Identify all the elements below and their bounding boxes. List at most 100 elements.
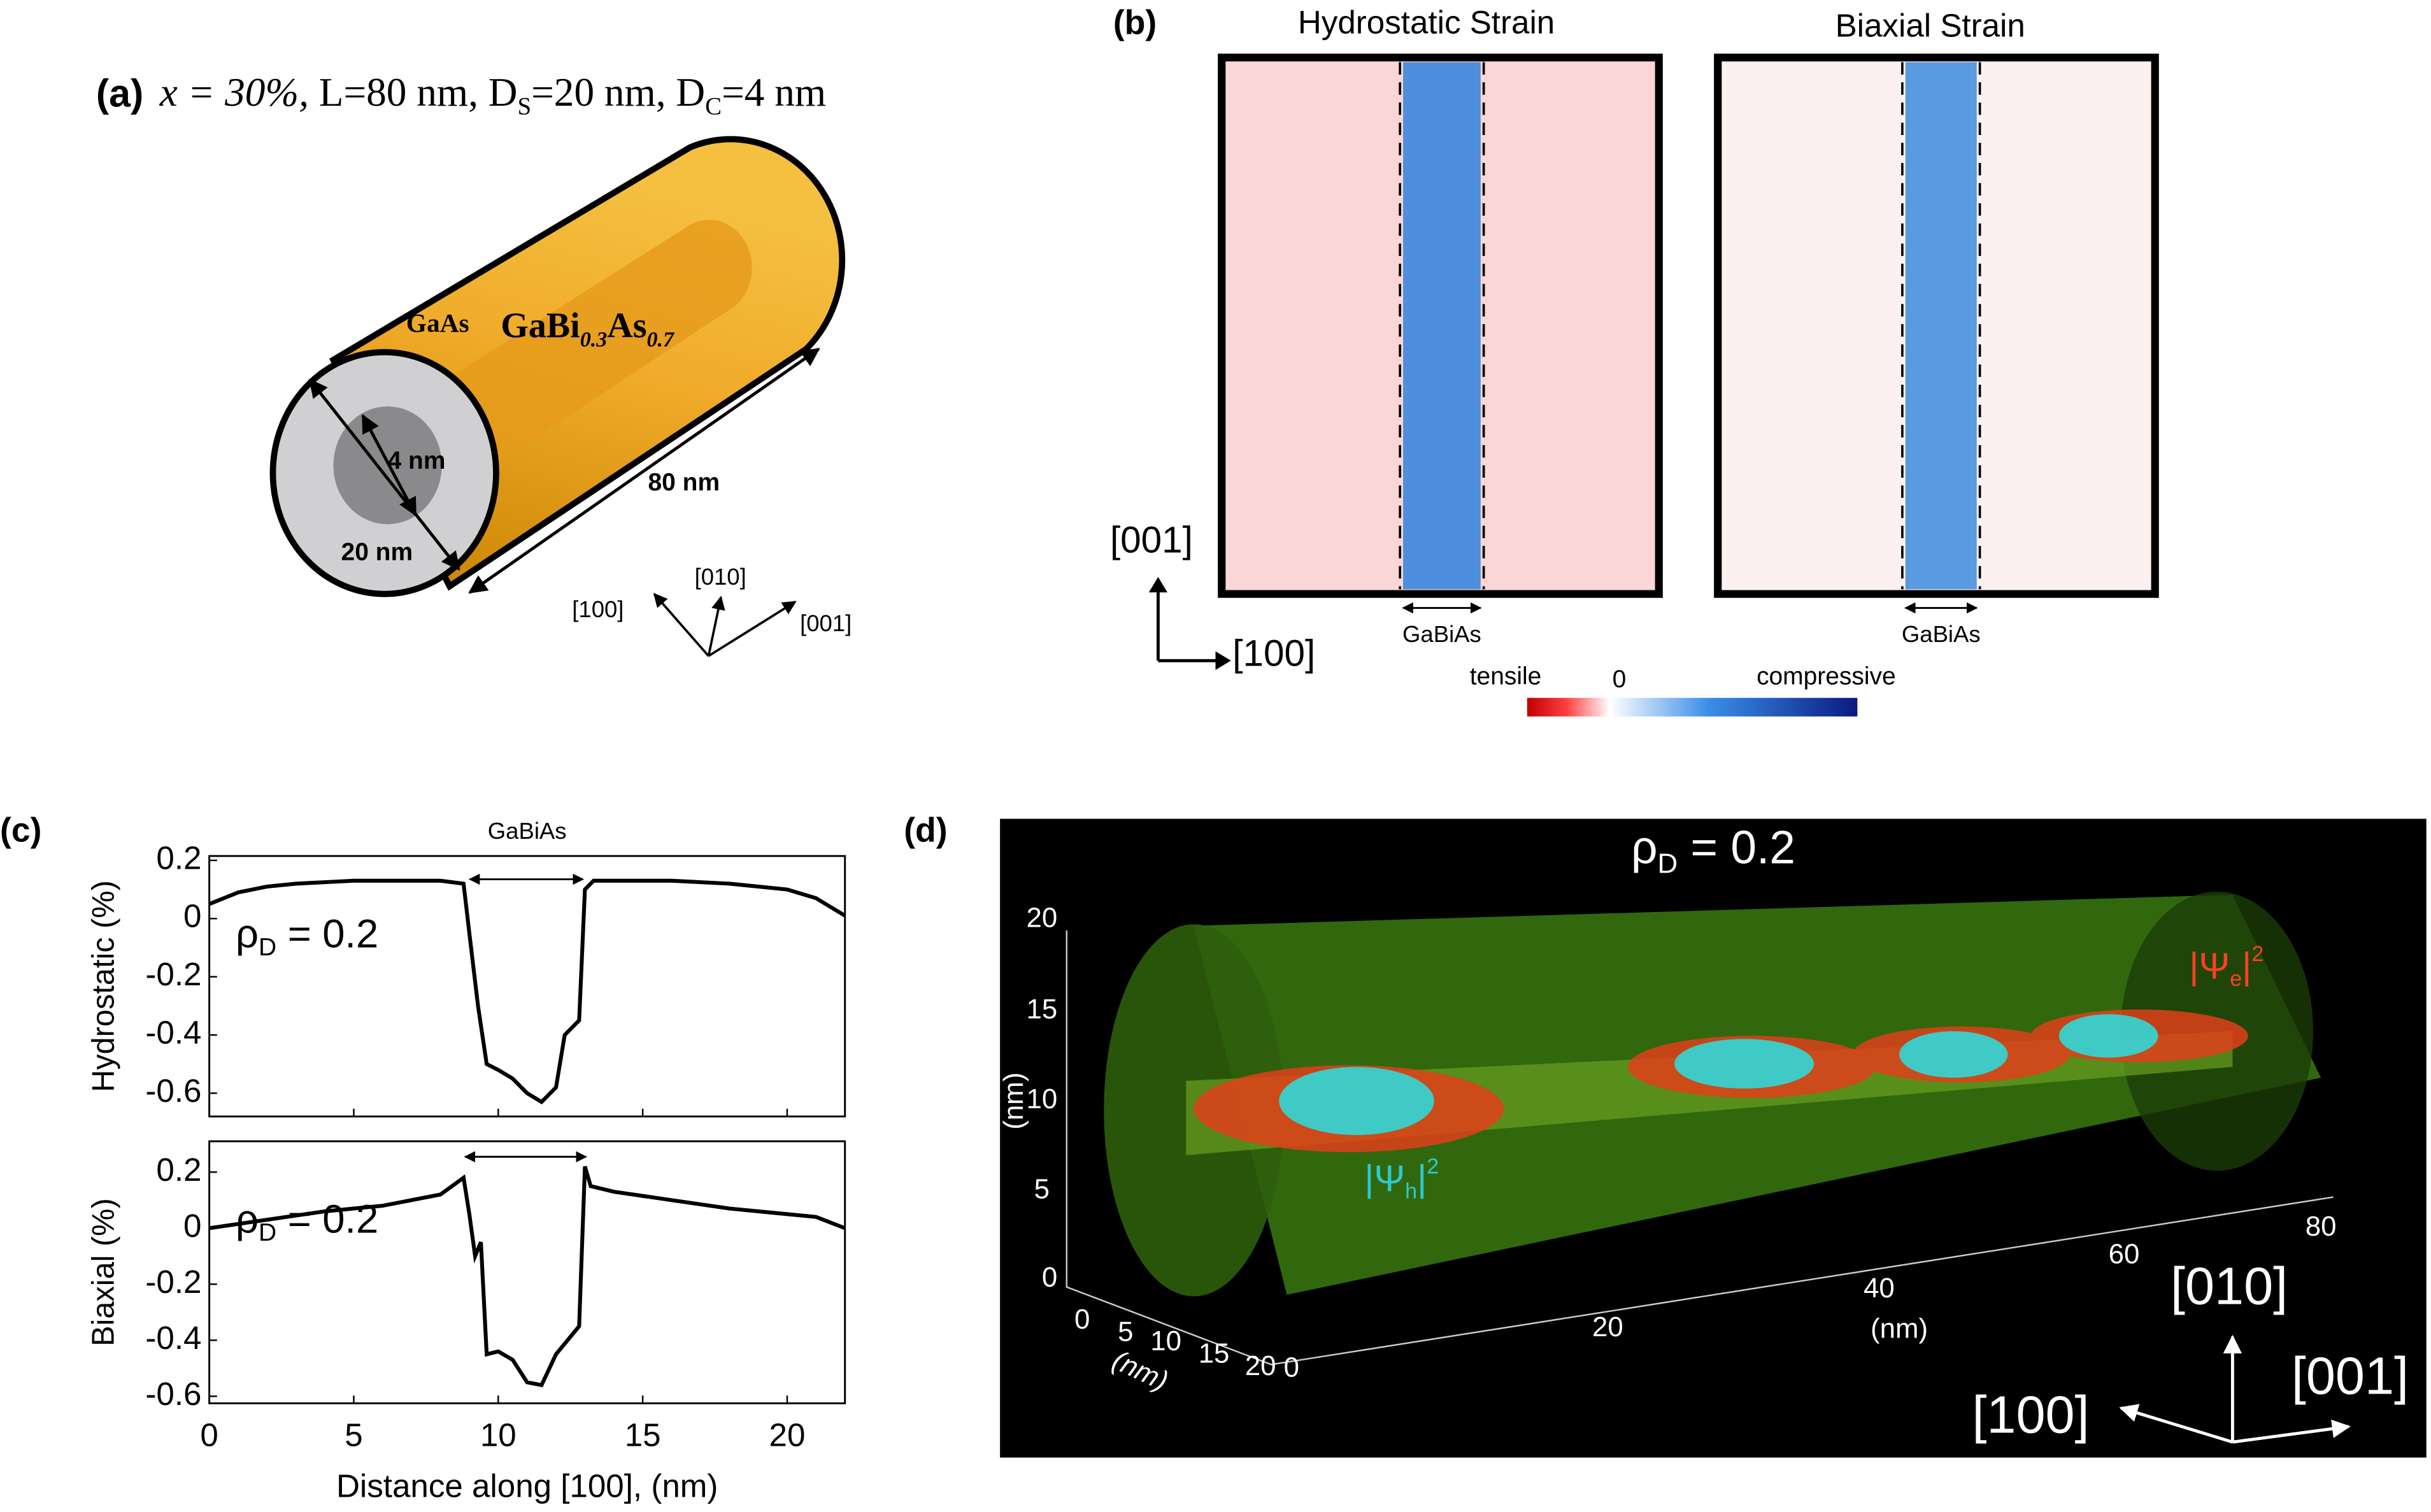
tick-label: 5 <box>1118 1316 1133 1347</box>
annotation-sub: D <box>259 934 276 961</box>
shell-label: GaAs <box>406 308 469 338</box>
panel-b: (b) Hydrostatic Strain Biaxial Strain Ga… <box>1110 4 2159 717</box>
map-title: Biaxial Strain <box>1836 8 2025 44</box>
arrow-heads <box>1148 576 1231 670</box>
x-tick-label: 10 <box>480 1416 517 1453</box>
y-tick-label: 0.2 <box>156 1152 201 1188</box>
axis-label: [010] <box>695 564 746 590</box>
y-tick-label: -0.2 <box>145 1264 201 1300</box>
core-label: GaBiAs <box>1902 621 1981 647</box>
colorbar-label: compressive <box>1757 662 1896 690</box>
axis-arrow <box>708 601 797 657</box>
annotation-part: = 0.2 <box>276 911 378 956</box>
colorbar-label: tensile <box>1470 662 1542 690</box>
plot-frame <box>208 1140 846 1404</box>
tick-label: 15 <box>1199 1337 1230 1369</box>
x-axis-label: Distance along [100], (nm) <box>336 1468 718 1504</box>
title-part: ρ <box>1631 822 1658 874</box>
title-part: L=80 nm, D <box>319 70 518 115</box>
y-tick-label: -0.6 <box>145 1073 201 1109</box>
annotation-part: ρ <box>236 911 259 956</box>
panel-label: (d) <box>904 812 947 850</box>
map-title: Hydrostatic Strain <box>1298 4 1555 41</box>
y-tick-label: -0.2 <box>145 956 201 992</box>
annotation-part: = 0.2 <box>276 1197 378 1241</box>
label-part: | <box>1417 1159 1427 1200</box>
axis-unit: (nm) <box>1871 1313 1928 1344</box>
y-tick-label: -0.4 <box>145 1320 201 1356</box>
core-strain <box>1905 62 1977 590</box>
y-axis-label: Biaxial (%) <box>86 1198 120 1346</box>
tick-label: 10 <box>1150 1325 1181 1357</box>
title-part: x = 30%, <box>159 70 309 115</box>
axis-label: [100] <box>1972 1385 2089 1444</box>
x-tick-label: 15 <box>625 1416 661 1453</box>
dim-label: 80 nm <box>648 469 720 496</box>
y-tick-label: 0.2 <box>156 839 201 876</box>
axis-label: [001] <box>1110 520 1193 561</box>
panel-a: (a) x = 30%, L=80 nm, DS=20 nm, DC=4 nm … <box>96 70 852 657</box>
dimension <box>468 347 820 594</box>
axis-label: [001] <box>2292 1346 2409 1406</box>
y-axis-label: Hydrostatic (%) <box>86 880 120 1092</box>
title-part: =4 nm <box>722 70 826 115</box>
render-title: ρD = 0.2 <box>1631 822 1795 879</box>
axis-arrow <box>2119 1404 2234 1444</box>
tick-label: 20 <box>1245 1350 1276 1381</box>
axis-arrow <box>653 592 709 657</box>
colorbar-label: 0 <box>1613 666 1627 693</box>
tick-label: 15 <box>1026 994 1057 1025</box>
panel-label: (b) <box>1113 4 1157 41</box>
core-boundaries <box>1399 62 1981 590</box>
label-sup: 2 <box>1427 1154 1439 1178</box>
panel-label: (c) <box>0 812 41 850</box>
tick-label: 10 <box>1026 1083 1057 1115</box>
axis-label: [100] <box>572 596 624 622</box>
colorbar <box>1527 697 1858 717</box>
axis-arrow <box>2232 1419 2351 1444</box>
title-part: =20 nm, D <box>531 70 705 115</box>
tick-label: 0 <box>1042 1262 1057 1293</box>
core-sub: 0.3 <box>580 328 608 352</box>
y-tick-label: 0 <box>183 898 201 934</box>
x-tick-label: 0 <box>200 1416 218 1453</box>
dimension <box>361 414 417 517</box>
tick-label: 5 <box>1034 1173 1050 1204</box>
core-part: GaBi <box>501 306 580 345</box>
core-part: As <box>607 306 646 345</box>
title-sub: C <box>705 93 722 120</box>
axis-arrow <box>707 596 725 657</box>
x-tick-label: 20 <box>769 1416 806 1453</box>
data-line <box>209 1166 846 1388</box>
annotation-part: ρ <box>236 1197 259 1241</box>
y-tick-label: -0.4 <box>145 1015 201 1051</box>
tick-label: 20 <box>1592 1311 1623 1343</box>
axis-label: [001] <box>800 610 852 636</box>
panel-c: (c) GaBiAs Distance along [100], (nm) 0.… <box>0 812 846 1504</box>
tick-label: 60 <box>2109 1239 2140 1270</box>
title-part: = 0.2 <box>1678 822 1795 874</box>
axis-arrows <box>1156 583 1225 662</box>
label-sub: e <box>2230 967 2242 991</box>
annotation: ρD = 0.2 <box>236 911 378 961</box>
core-strain <box>1403 62 1481 590</box>
dim-label: 20 nm <box>341 539 413 566</box>
tick-label: 40 <box>1864 1273 1895 1304</box>
dim-label: 4 nm <box>388 447 446 474</box>
label-sub: h <box>1405 1179 1417 1203</box>
electron-label: |Ψe|2 <box>2189 942 2263 991</box>
tick-label: 0 <box>1074 1304 1090 1335</box>
x-tick-label: 5 <box>345 1416 362 1453</box>
core-label: GaBiAs <box>488 818 567 844</box>
core-sub: 0.7 <box>647 328 676 352</box>
label-part: |Ψ <box>1364 1159 1405 1200</box>
plot-frame <box>208 855 846 1118</box>
title-sub: D <box>1658 848 1678 879</box>
annotation: ρD = 0.2 <box>236 1197 378 1246</box>
panel-label: (a) <box>96 71 143 115</box>
label-part: | <box>2242 946 2251 987</box>
hole-label: |Ψh|2 <box>1364 1154 1439 1203</box>
